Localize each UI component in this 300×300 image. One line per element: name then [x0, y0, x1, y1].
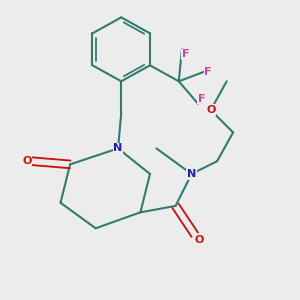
- Text: F: F: [182, 49, 190, 59]
- Text: F: F: [204, 67, 212, 77]
- Text: N: N: [113, 143, 123, 153]
- Text: O: O: [195, 235, 204, 245]
- Text: N: N: [187, 169, 196, 179]
- Text: O: O: [22, 156, 32, 166]
- Text: F: F: [198, 94, 206, 104]
- Text: O: O: [206, 105, 215, 115]
